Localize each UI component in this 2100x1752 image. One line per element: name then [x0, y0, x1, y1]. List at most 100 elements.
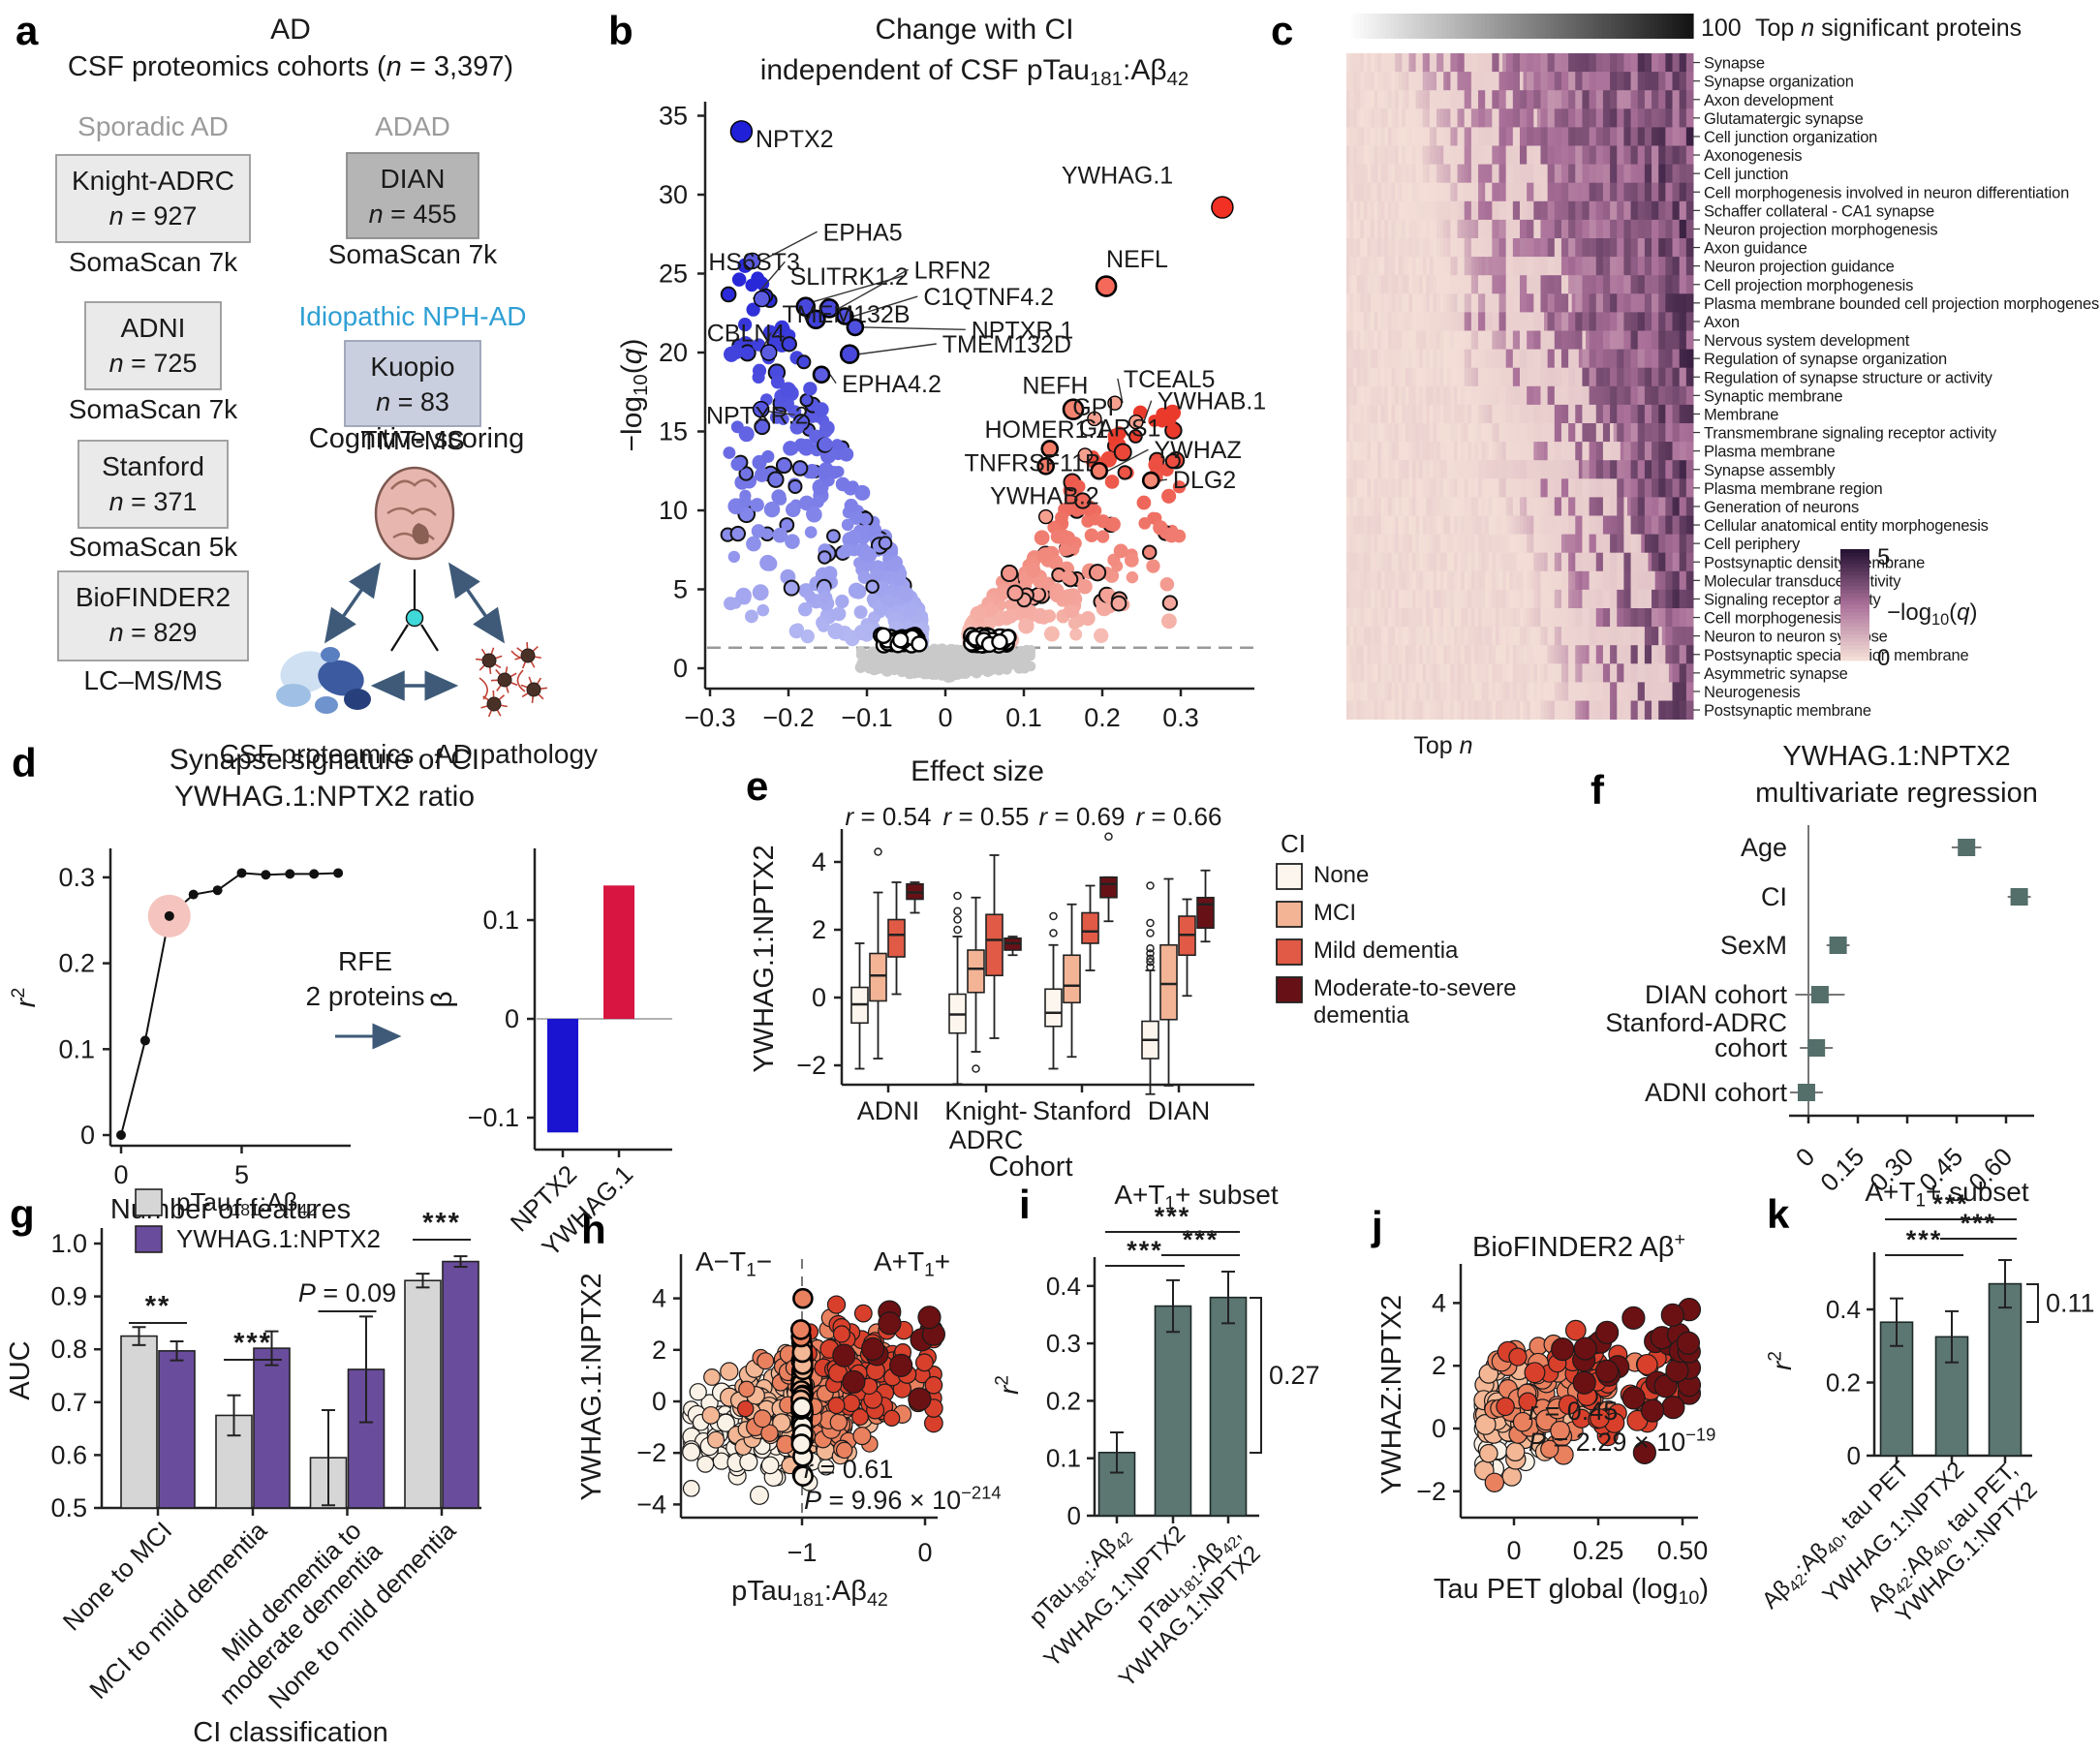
heatmap-cell	[1419, 589, 1424, 609]
heatmap-cell	[1433, 293, 1437, 313]
heatmap-cell	[1648, 145, 1652, 165]
heatmap-cell	[1498, 682, 1503, 701]
heatmap-cell	[1568, 442, 1573, 461]
heatmap-cell	[1446, 108, 1451, 128]
heatmap-cell	[1551, 145, 1556, 165]
heatmap-cell	[1595, 312, 1600, 331]
heatmap-cell	[1502, 404, 1507, 424]
cohort-platform: SomaScan 7k	[328, 239, 498, 269]
heatmap-cell	[1689, 608, 1694, 628]
heatmap-cell	[1439, 497, 1444, 516]
heatmap-cell	[1623, 552, 1628, 572]
heatmap-cell	[1613, 127, 1618, 146]
heatmap-cell	[1571, 349, 1576, 369]
heatmap-cell	[1387, 423, 1393, 443]
topn-gradient	[1433, 14, 1438, 39]
heatmap-cell	[1665, 552, 1670, 572]
heatmap-cell	[1377, 72, 1382, 91]
point	[857, 570, 872, 584]
point	[746, 302, 760, 317]
heatmap-cell	[1429, 682, 1434, 701]
heatmap-cell	[1495, 385, 1500, 406]
heatmap-cell	[1592, 367, 1597, 387]
heatmap-cell	[1547, 478, 1552, 498]
heatmap-cell	[1540, 127, 1545, 146]
heatmap-cell	[1689, 589, 1694, 609]
heatmap-cell	[1644, 423, 1649, 443]
heatmap-cell	[1391, 404, 1396, 424]
heatmap-cell	[1595, 275, 1600, 294]
heatmap-cell	[1439, 663, 1444, 683]
heatmap-cell	[1554, 367, 1559, 387]
heatmap-cell	[1602, 663, 1607, 683]
heatmap-cell	[1571, 72, 1576, 91]
heatmap-cell	[1387, 275, 1393, 294]
heatmap-cell	[1523, 219, 1528, 239]
heatmap-cell	[1353, 645, 1358, 664]
heatmap-cell	[1356, 164, 1361, 184]
heatmap-cell	[1450, 442, 1455, 461]
heatmap-cell	[1641, 200, 1646, 221]
heatmap-cell	[1665, 645, 1670, 664]
heatmap-cell	[1536, 700, 1541, 720]
heatmap-cell	[1547, 460, 1552, 479]
heatmap-cell	[1450, 627, 1455, 646]
b-point-label: GARS1	[1079, 415, 1161, 442]
heatmap-cell	[1426, 552, 1431, 572]
heatmap-cell	[1380, 72, 1385, 91]
heatmap-cell	[1367, 257, 1372, 276]
heatmap-cell	[1668, 497, 1674, 516]
heatmap-cell	[1349, 238, 1354, 258]
heatmap-cell	[1634, 257, 1639, 276]
heatmap-cell	[1652, 367, 1656, 387]
heatmap-cell	[1429, 423, 1434, 443]
heatmap-cell	[1422, 330, 1427, 350]
heatmap-cell	[1426, 700, 1431, 720]
heatmap-cell	[1356, 257, 1361, 276]
heatmap-cell	[1578, 497, 1583, 516]
heatmap-cell	[1509, 682, 1514, 701]
heatmap-cell	[1426, 293, 1431, 313]
heatmap-cell	[1443, 627, 1448, 646]
heatmap-cell	[1620, 423, 1624, 443]
heatmap-cell	[1380, 367, 1385, 387]
heatmap-cell	[1648, 164, 1652, 184]
heatmap-cell	[1349, 570, 1354, 591]
heatmap-cell	[1412, 312, 1417, 331]
heatmap-cell	[1446, 700, 1451, 720]
heatmap-cell	[1474, 275, 1479, 294]
heatmap-cell	[1492, 515, 1497, 535]
heatmap-cell	[1547, 515, 1552, 535]
heatmap-cell	[1602, 515, 1607, 535]
heatmap-cell	[1683, 293, 1687, 313]
heatmap-cell	[1613, 608, 1618, 628]
point	[835, 594, 849, 609]
heatmap-cell	[1630, 349, 1635, 369]
heatmap-cell	[1481, 182, 1486, 202]
heatmap-cell	[1610, 182, 1615, 202]
heatmap-cell	[1436, 497, 1441, 516]
heatmap-cell	[1485, 145, 1490, 165]
heatmap-cell	[1426, 460, 1431, 479]
heatmap-cell	[1610, 164, 1615, 184]
heatmap-cell	[1652, 423, 1656, 443]
heatmap-cell	[1672, 330, 1677, 350]
topn-gradient	[1459, 14, 1465, 39]
heatmap-cell	[1384, 90, 1389, 109]
heatmap-cell	[1453, 275, 1459, 294]
line	[829, 374, 837, 384]
heatmap-cell	[1606, 367, 1611, 387]
heatmap-cell	[1582, 312, 1587, 331]
topn-gradient	[1489, 14, 1495, 39]
heatmap-cell	[1606, 682, 1611, 701]
heatmap-cell	[1683, 200, 1687, 221]
heatmap-cell	[1443, 200, 1448, 221]
heatmap-cell	[1380, 460, 1385, 479]
heatmap-cell	[1387, 589, 1393, 609]
topn-gradient	[1354, 14, 1361, 39]
heatmap-cell	[1461, 182, 1466, 202]
heatmap-cell	[1346, 682, 1351, 701]
heatmap-cell	[1512, 182, 1517, 202]
heatmap-cell	[1665, 627, 1670, 646]
heatmap-cell	[1419, 460, 1424, 479]
